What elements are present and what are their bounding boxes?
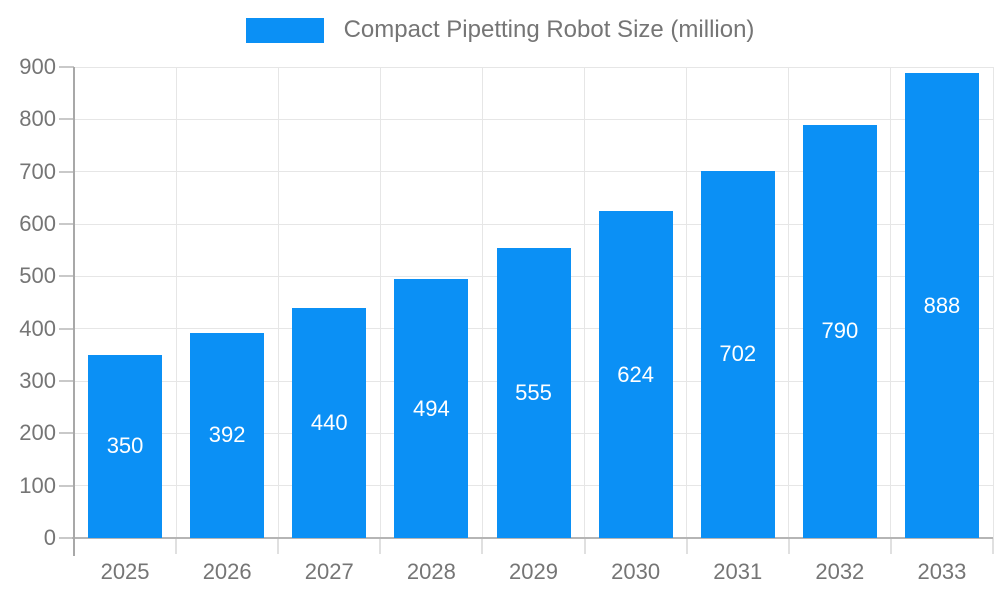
y-axis-tick xyxy=(59,170,74,173)
y-axis-tick xyxy=(59,484,74,487)
bar-value-label: 555 xyxy=(515,379,552,405)
x-axis-label: 2030 xyxy=(611,559,661,584)
bar-value-label: 888 xyxy=(923,292,961,318)
bar-value-label: 790 xyxy=(821,318,859,344)
y-axis-label: 0 xyxy=(43,525,56,550)
x-axis-label: 2032 xyxy=(815,559,865,584)
y-axis-tick xyxy=(59,380,74,382)
y-axis-label: 500 xyxy=(19,263,56,289)
y-axis-label: 700 xyxy=(19,158,56,184)
y-axis-label: 100 xyxy=(19,472,56,498)
bar-2025[interactable]: 350 xyxy=(88,354,163,538)
bar-2029[interactable]: 555 xyxy=(496,247,571,538)
x-axis-tick xyxy=(277,538,280,554)
bar-value-label: 624 xyxy=(617,361,654,387)
y-axis-line xyxy=(73,67,75,556)
y-axis-label: 900 xyxy=(19,54,56,79)
x-axis-label: 2033 xyxy=(917,559,967,584)
x-axis-label: 2025 xyxy=(100,559,150,584)
bar-value-label: 350 xyxy=(106,433,144,459)
bar-value-label: 702 xyxy=(719,341,757,367)
gridline-vertical xyxy=(686,67,688,538)
x-axis-label: 2029 xyxy=(509,559,558,584)
y-axis-label: 400 xyxy=(19,315,56,341)
gridline-vertical xyxy=(584,67,586,538)
x-axis-label: 2028 xyxy=(406,559,456,584)
bar-2031[interactable]: 702 xyxy=(700,170,775,538)
bar-2032[interactable]: 790 xyxy=(802,124,877,538)
bar-2026[interactable]: 392 xyxy=(190,332,265,538)
bar-value-label: 392 xyxy=(208,422,246,448)
gridline-vertical xyxy=(379,67,381,538)
gridline-horizontal xyxy=(74,223,993,225)
x-axis-tick xyxy=(379,538,382,554)
bar-2030[interactable]: 624 xyxy=(598,211,673,538)
gridline-vertical xyxy=(992,67,994,538)
y-axis-tick xyxy=(59,223,74,225)
x-axis-label: 2026 xyxy=(202,559,252,584)
gridline-horizontal xyxy=(74,66,993,68)
y-axis-tick xyxy=(59,327,74,330)
gridline-vertical xyxy=(788,67,790,538)
legend-swatch xyxy=(245,17,324,43)
gridline-vertical xyxy=(890,67,892,538)
gridline-horizontal xyxy=(74,171,993,173)
x-axis-label: 2031 xyxy=(713,559,763,584)
y-axis-tick xyxy=(59,275,74,278)
x-axis-label: 2027 xyxy=(304,559,354,584)
gridline-vertical xyxy=(277,67,279,538)
bar-value-label: 494 xyxy=(413,395,450,421)
gridline-horizontal xyxy=(74,118,993,120)
y-axis-tick xyxy=(59,537,74,539)
y-axis-label: 200 xyxy=(19,420,56,446)
x-axis-tick xyxy=(175,538,178,554)
y-axis-label: 300 xyxy=(19,368,56,393)
x-axis-tick xyxy=(992,538,994,554)
x-axis-tick xyxy=(481,538,484,554)
bar-2033[interactable]: 888 xyxy=(904,73,979,538)
y-axis-tick xyxy=(59,118,74,121)
x-axis-line xyxy=(72,537,993,539)
y-axis-label: 800 xyxy=(19,106,56,132)
x-axis-tick xyxy=(685,538,688,554)
gridline-vertical xyxy=(481,67,483,538)
bar-2028[interactable]: 494 xyxy=(394,279,469,538)
y-axis-label: 600 xyxy=(19,211,56,236)
x-axis-tick xyxy=(787,538,790,554)
chart-legend[interactable]: Compact Pipetting Robot Size (million) xyxy=(0,12,1000,48)
y-axis-tick xyxy=(59,66,74,68)
x-axis-tick xyxy=(583,538,586,554)
legend-label: Compact Pipetting Robot Size (million) xyxy=(343,16,755,43)
bar-2027[interactable]: 440 xyxy=(292,307,367,538)
gridline-vertical xyxy=(175,67,177,538)
bar-value-label: 440 xyxy=(310,409,348,435)
y-axis-tick xyxy=(59,432,74,435)
x-axis-tick xyxy=(889,538,892,554)
